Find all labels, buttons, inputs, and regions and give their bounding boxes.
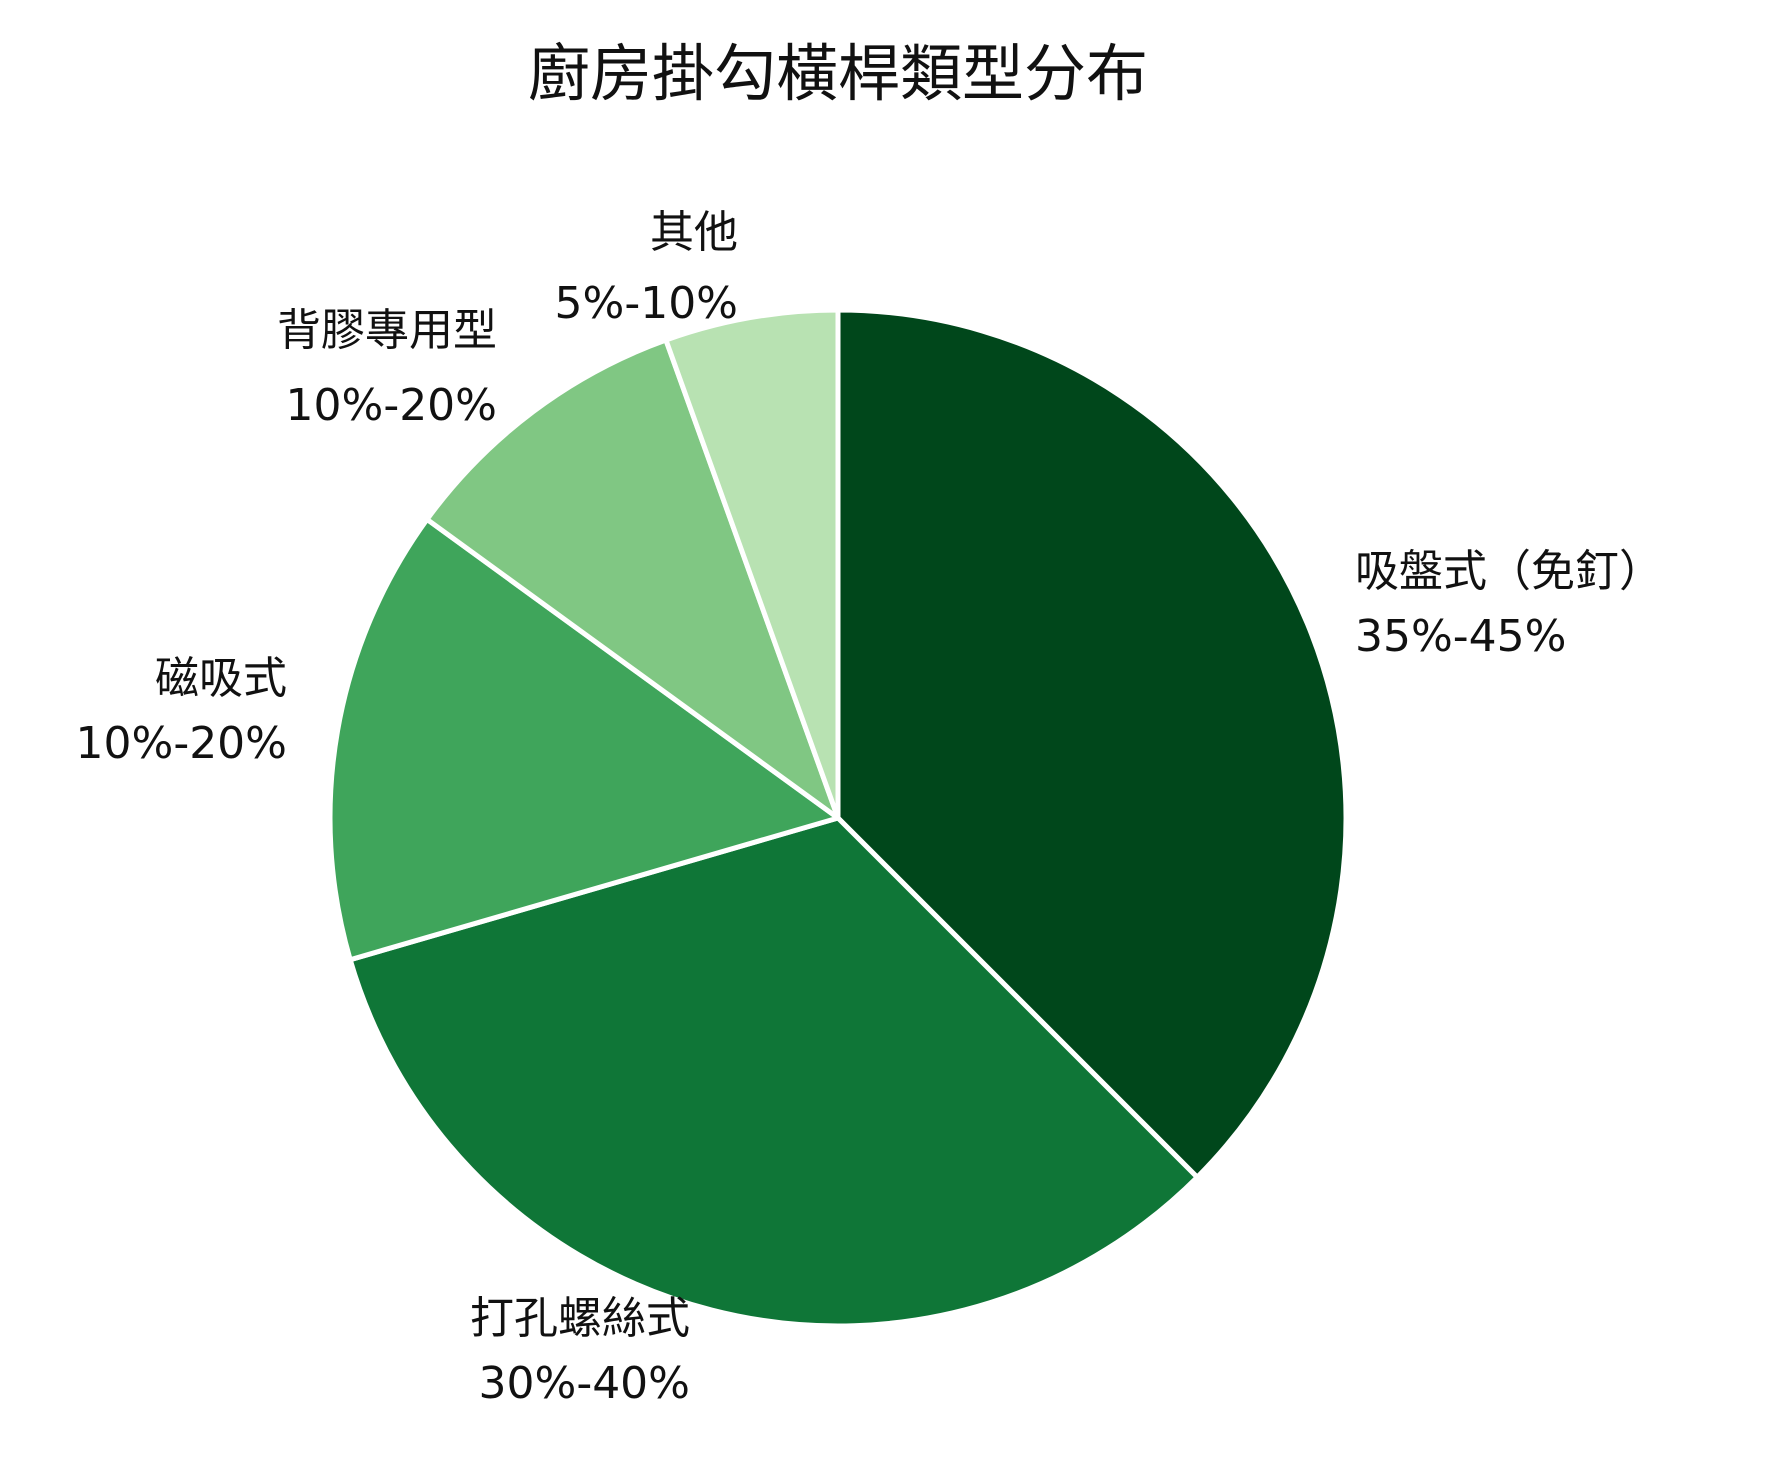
slice-label-magnetic: 磁吸式 10%-20%: [76, 653, 287, 769]
slice-other: [663, 307, 841, 821]
pie-slices: [327, 307, 1349, 1329]
slice-name-label: 背膠專用型: [277, 305, 497, 356]
slice-range-label: 35%-45%: [1355, 611, 1566, 662]
slice-label-screw: 打孔螺絲式 30%-40%: [470, 1293, 690, 1409]
slice-range-label: 30%-40%: [479, 1358, 690, 1409]
slice-range-label: 5%-10%: [555, 278, 738, 329]
slice-name-label: 磁吸式: [155, 653, 287, 704]
slice-adhesive: [424, 337, 841, 821]
slice-magnetic: [327, 516, 841, 963]
slice-screw: [347, 815, 1200, 1329]
slice-range-label: 10%-20%: [76, 718, 287, 769]
slice-label-suction: 吸盤式（免釘） 35%-45%: [1355, 546, 1663, 662]
slice-label-adhesive: 背膠專用型 10%-20%: [277, 305, 497, 431]
slice-name-label: 吸盤式（免釘）: [1355, 546, 1663, 597]
chart-title: 廚房掛勾橫桿類型分布: [528, 37, 1148, 110]
slice-label-other: 其他 5%-10%: [555, 207, 738, 329]
slice-suction: [835, 307, 1349, 1180]
slice-name-label: 其他: [650, 207, 738, 258]
slice-name-label: 打孔螺絲式: [470, 1293, 690, 1344]
slice-range-label: 10%-20%: [286, 380, 497, 431]
